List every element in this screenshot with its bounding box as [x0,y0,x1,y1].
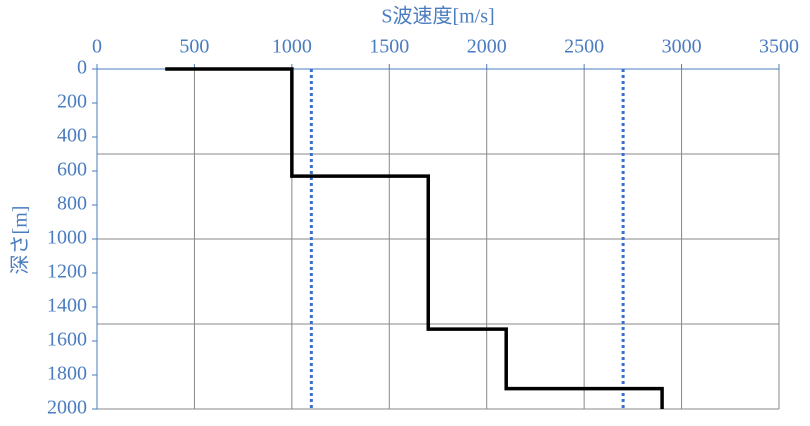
chart-title: S波速度[m/s] [381,5,494,28]
y-tick-label: 1600 [47,329,87,351]
x-tick-label: 1000 [272,36,312,58]
x-tick-label: 2500 [564,36,604,58]
y-tick-label: 400 [57,125,87,147]
x-tick-label: 3000 [662,36,702,58]
x-tick-label: 0 [92,36,102,58]
x-tick-label: 3500 [759,36,799,58]
y-tick-label: 600 [57,159,87,181]
velocity-line [165,67,664,409]
x-tick-label: 2000 [467,36,507,58]
y-tick-label: 200 [57,91,87,113]
y-tick-label: 1800 [47,363,87,385]
y-tick-label: 800 [57,193,87,215]
x-tick-label: 1500 [369,36,409,58]
y-tick-label: 2000 [47,397,87,419]
y-tick-label: 1200 [47,261,87,283]
y-tick-label: 1400 [47,295,87,317]
x-tick-label: 500 [179,36,209,58]
y-axis-title: 深さ[m] [9,206,32,275]
y-tick-label: 0 [77,57,87,79]
y-tick-label: 1000 [47,227,87,249]
